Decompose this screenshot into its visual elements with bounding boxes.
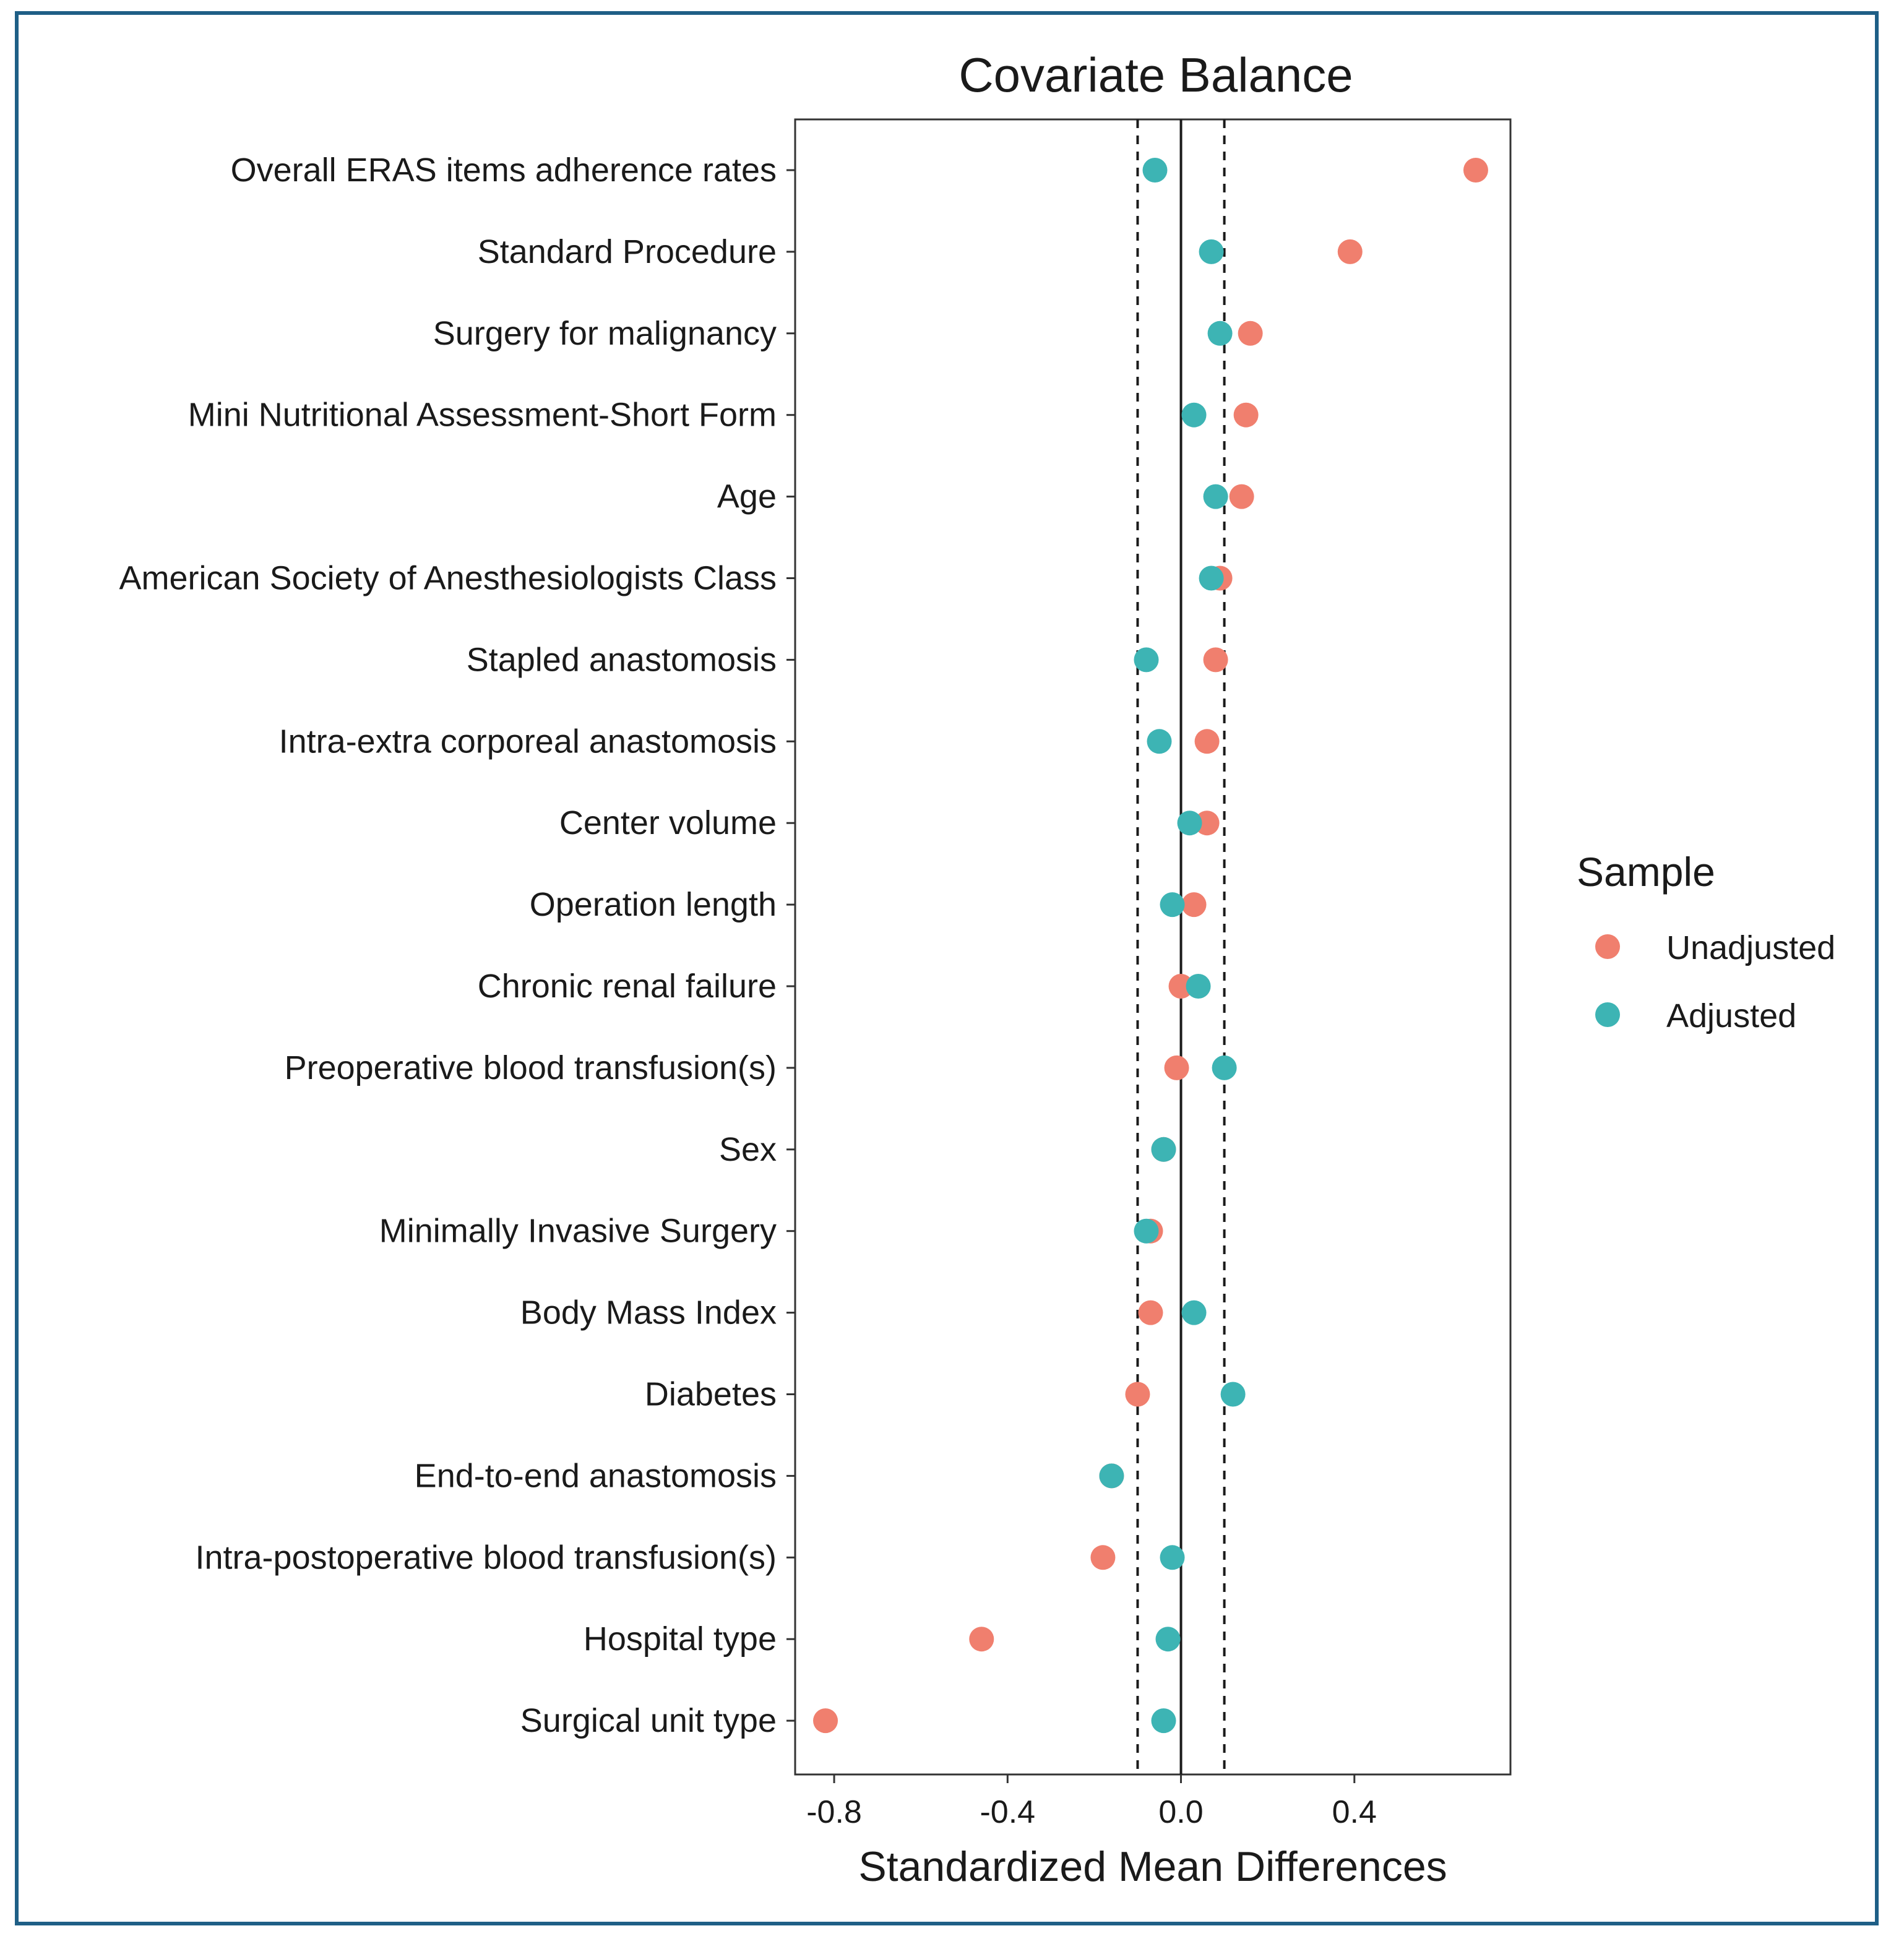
- y-tick-label: Center volume: [559, 804, 777, 841]
- point-unadjusted: [969, 1627, 994, 1652]
- y-axis: Overall ERAS items adherence rates Standa…: [119, 152, 795, 1739]
- y-tick-label: Minimally Invasive Surgery: [379, 1213, 777, 1250]
- y-tick-label: Operation length: [530, 886, 777, 923]
- figure-frame: [15, 11, 1879, 1925]
- point-adjusted: [1134, 647, 1159, 673]
- point-unadjusted: [1125, 1382, 1150, 1407]
- point-adjusted: [1181, 1300, 1207, 1325]
- y-tick-label: Chronic renal failure: [478, 968, 777, 1005]
- y-tick-label: Hospital type: [584, 1620, 777, 1658]
- point-adjusted: [1147, 729, 1172, 754]
- data-points: [813, 158, 1488, 1734]
- y-tick-label: Body Mass Index: [520, 1294, 777, 1331]
- point-adjusted: [1151, 1708, 1176, 1734]
- y-tick-label: Intra-postoperative blood transfusion(s): [196, 1539, 777, 1576]
- point-adjusted: [1160, 1545, 1185, 1570]
- y-tick-label: Surgery for malignancy: [433, 315, 777, 352]
- point-adjusted: [1160, 892, 1185, 918]
- point-unadjusted: [1233, 402, 1259, 428]
- legend: Sample Unadjusted Adjusted: [1577, 849, 1835, 1034]
- point-adjusted: [1186, 974, 1211, 999]
- y-tick-label: Standard Procedure: [478, 233, 777, 270]
- point-adjusted: [1199, 239, 1224, 264]
- point-unadjusted: [1090, 1545, 1116, 1570]
- y-tick-label: Sex: [719, 1131, 777, 1168]
- point-adjusted: [1142, 158, 1168, 183]
- y-tick-label: End-to-end anastomosis: [415, 1457, 777, 1494]
- point-unadjusted: [1168, 974, 1194, 999]
- point-unadjusted: [1181, 892, 1207, 918]
- plot-panel: [794, 118, 1512, 1776]
- x-axis-title: Standardized Mean Differences: [858, 1843, 1447, 1890]
- point-unadjusted: [1229, 484, 1254, 509]
- point-unadjusted: [1164, 1055, 1189, 1080]
- y-tick-label: Stapled anastomosis: [467, 641, 777, 678]
- y-tick-label: Surgical unit type: [520, 1702, 777, 1739]
- reference-lines: [1136, 119, 1226, 1774]
- point-adjusted: [1220, 1382, 1246, 1407]
- point-unadjusted: [1203, 647, 1228, 673]
- y-tick-label: Intra-extra corporeal anastomosis: [279, 723, 777, 760]
- point-unadjusted: [1238, 320, 1263, 346]
- x-tick-label: 0.0: [1158, 1794, 1203, 1830]
- point-adjusted: [1151, 1137, 1176, 1162]
- point-adjusted: [1203, 484, 1228, 509]
- point-adjusted: [1177, 811, 1202, 836]
- x-tick-label: -0.8: [806, 1794, 862, 1830]
- y-tick-label: Preoperative blood transfusion(s): [285, 1049, 777, 1086]
- legend-title: Sample: [1577, 849, 1715, 895]
- point-adjusted: [1134, 1218, 1159, 1244]
- x-tick-label: 0.4: [1332, 1794, 1377, 1830]
- y-tick-label: Age: [717, 478, 777, 515]
- legend-key-adjusted: [1595, 1002, 1620, 1027]
- y-tick-label: Diabetes: [645, 1376, 777, 1413]
- point-unadjusted: [1194, 729, 1220, 754]
- point-unadjusted: [1138, 1300, 1163, 1325]
- y-tick-label: Mini Nutritional Assessment-Short Form: [188, 397, 777, 434]
- point-unadjusted: [1463, 158, 1488, 183]
- point-adjusted: [1199, 566, 1224, 591]
- y-tick-label: American Society of Anesthesiologists Cl…: [119, 560, 777, 597]
- legend-label-adjusted: Adjusted: [1666, 997, 1796, 1034]
- legend-key-unadjusted: [1595, 934, 1620, 959]
- x-axis: -0.8 -0.4 0.0 0.4: [806, 1774, 1377, 1830]
- point-unadjusted: [1194, 811, 1220, 836]
- legend-label-unadjusted: Unadjusted: [1666, 929, 1835, 966]
- point-adjusted: [1207, 320, 1233, 346]
- point-adjusted: [1181, 402, 1207, 428]
- chart-title: Covariate Balance: [958, 48, 1353, 102]
- point-unadjusted: [1337, 239, 1363, 264]
- y-tick-label: Overall ERAS items adherence rates: [231, 152, 777, 189]
- point-adjusted: [1155, 1627, 1181, 1652]
- point-adjusted: [1099, 1463, 1124, 1489]
- x-tick-label: -0.4: [980, 1794, 1035, 1830]
- point-unadjusted: [813, 1708, 838, 1734]
- point-adjusted: [1212, 1055, 1237, 1080]
